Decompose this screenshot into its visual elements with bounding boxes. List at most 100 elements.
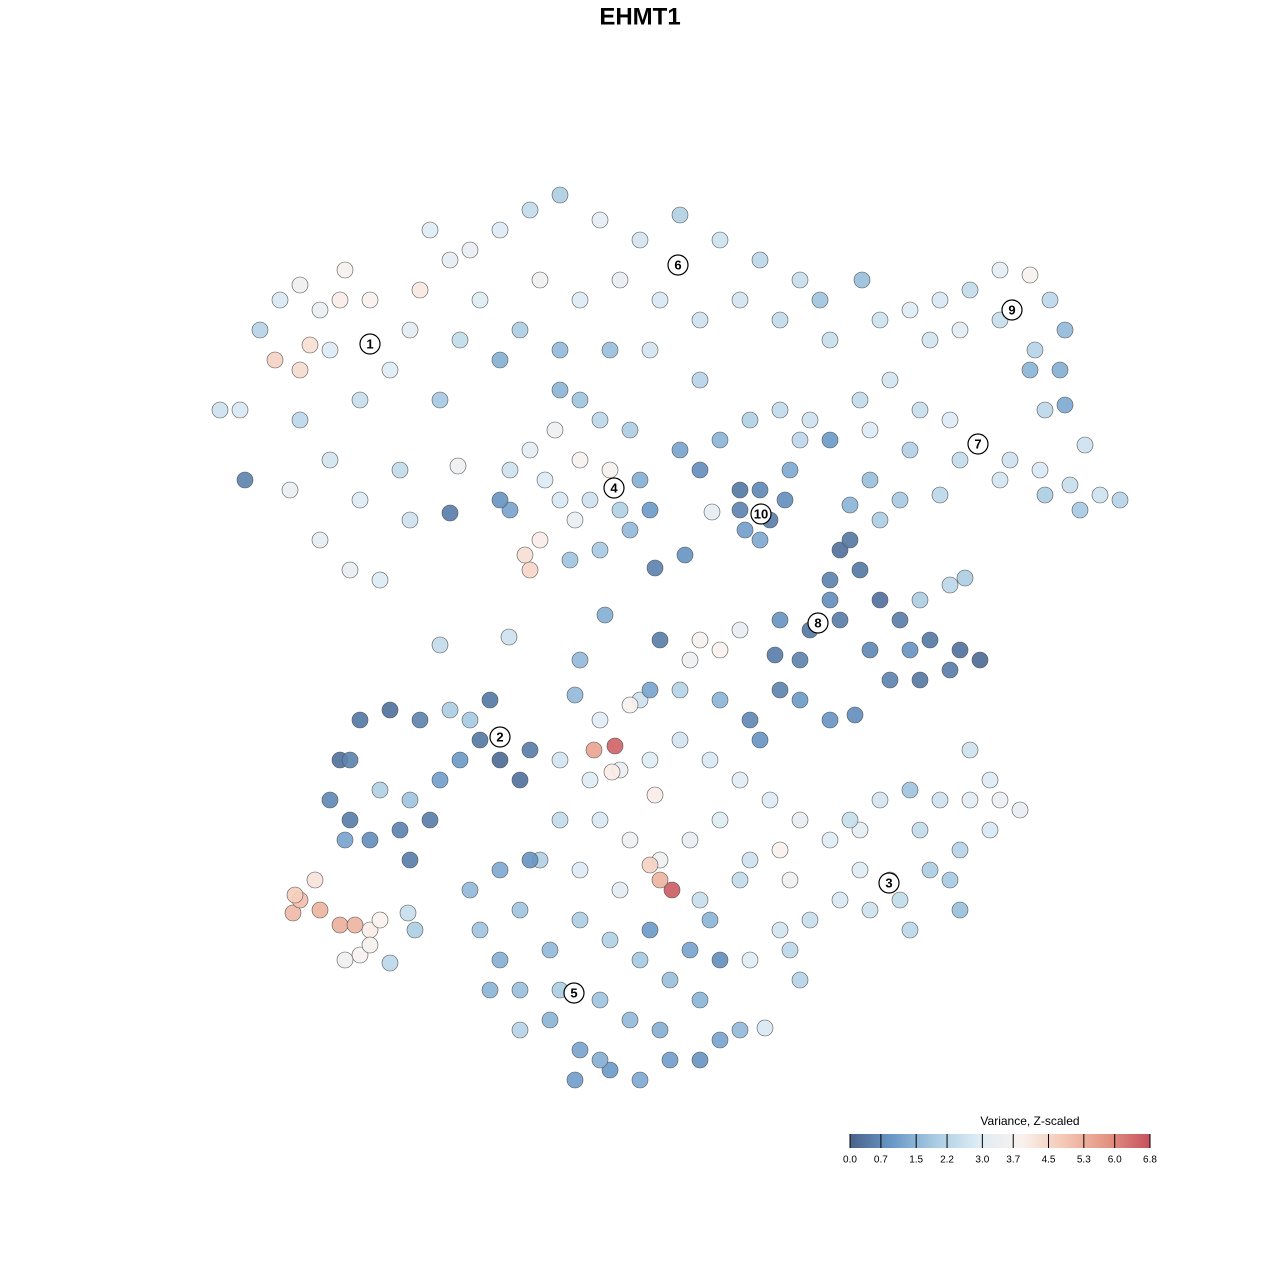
point — [281, 481, 299, 499]
point — [931, 291, 949, 309]
point — [851, 391, 869, 409]
point — [381, 701, 399, 719]
point — [1051, 361, 1069, 379]
point — [691, 311, 709, 329]
point — [251, 321, 269, 339]
point — [731, 501, 749, 519]
point — [411, 711, 429, 729]
point — [331, 291, 349, 309]
point — [791, 431, 809, 449]
point — [1001, 451, 1019, 469]
cluster-label-badge — [359, 333, 381, 355]
point — [236, 471, 254, 489]
point — [731, 1021, 749, 1039]
point — [663, 881, 681, 899]
point — [591, 1051, 609, 1069]
point — [921, 861, 939, 879]
point — [571, 451, 589, 469]
cluster-label: 8 — [814, 615, 821, 630]
point — [451, 751, 469, 769]
point — [546, 421, 564, 439]
point — [371, 781, 389, 799]
point — [511, 771, 529, 789]
point — [286, 886, 304, 904]
point — [861, 471, 879, 489]
point — [961, 741, 979, 759]
point — [851, 861, 869, 879]
point — [631, 951, 649, 969]
point — [1026, 341, 1044, 359]
point — [911, 821, 929, 839]
point — [601, 1061, 619, 1079]
point — [801, 911, 819, 929]
point — [711, 641, 729, 659]
point — [1031, 461, 1049, 479]
point — [336, 831, 354, 849]
point — [861, 901, 879, 919]
cluster-label: 9 — [1008, 302, 1015, 317]
point — [336, 261, 354, 279]
point — [691, 631, 709, 649]
point — [591, 541, 609, 559]
colorbar-tick-label: 1.5 — [909, 1155, 923, 1166]
point — [776, 491, 794, 509]
cluster-label-badge — [489, 726, 511, 748]
point — [751, 251, 769, 269]
cluster-label-badge — [563, 982, 585, 1004]
point — [471, 731, 489, 749]
point — [821, 331, 839, 349]
point — [741, 951, 759, 969]
point — [941, 576, 959, 594]
point — [691, 891, 709, 909]
point — [731, 771, 749, 789]
point — [791, 271, 809, 289]
point — [991, 261, 1009, 279]
point — [511, 901, 529, 919]
point — [231, 401, 249, 419]
point — [601, 931, 619, 949]
point — [881, 671, 899, 689]
point — [961, 791, 979, 809]
point — [861, 641, 879, 659]
point — [841, 811, 859, 829]
point — [691, 991, 709, 1009]
point — [391, 821, 409, 839]
point — [531, 531, 549, 549]
point — [751, 481, 769, 499]
point — [1021, 361, 1039, 379]
point — [951, 451, 969, 469]
point — [551, 381, 569, 399]
point — [981, 771, 999, 789]
point — [781, 871, 799, 889]
point — [491, 751, 509, 769]
point — [371, 911, 389, 929]
point — [481, 981, 499, 999]
point — [771, 841, 789, 859]
point — [631, 471, 649, 489]
point — [831, 541, 849, 559]
point — [921, 631, 939, 649]
point — [841, 531, 859, 549]
colorbar: Variance, Z-scaled 0.0 0.7 1.5 2.2 3.0 3.7 4.5… — [843, 1114, 1157, 1165]
point — [631, 1071, 649, 1089]
point — [641, 856, 659, 874]
point — [291, 276, 309, 294]
point — [871, 791, 889, 809]
point — [521, 851, 539, 869]
point — [341, 811, 359, 829]
point — [291, 361, 309, 379]
point — [701, 751, 719, 769]
point — [521, 201, 539, 219]
colorbar-tick-label: 4.5 — [1042, 1155, 1056, 1166]
point — [341, 751, 359, 769]
point — [1036, 401, 1054, 419]
point — [911, 591, 929, 609]
point — [521, 741, 539, 759]
point — [691, 1051, 709, 1069]
point — [846, 706, 864, 724]
point — [991, 471, 1009, 489]
point — [871, 511, 889, 529]
point — [661, 971, 679, 989]
